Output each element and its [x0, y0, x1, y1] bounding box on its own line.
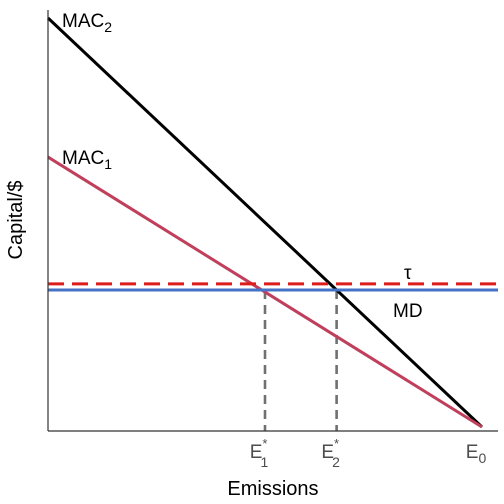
x-axis-title: Emissions — [227, 478, 318, 500]
y-axis-title: Capital/$ — [5, 181, 27, 260]
x-tick-label-e0: E0 — [466, 442, 487, 466]
series-label-tau: τ — [404, 263, 412, 284]
x-tick-label-e2: E* 2 — [321, 436, 340, 470]
series-label-mac1: MAC1 — [62, 148, 112, 172]
series-line-mac2 — [46, 16, 484, 429]
x-tick-label-e1: E* 1 — [250, 436, 269, 470]
series-line-mac1 — [47, 155, 483, 429]
series-label-md: MD — [393, 301, 423, 322]
series-label-mac2: MAC2 — [62, 11, 112, 35]
